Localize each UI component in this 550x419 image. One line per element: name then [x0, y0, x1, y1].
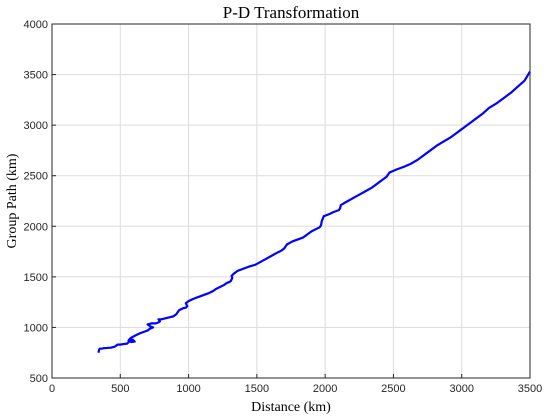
x-tick-label: 3500 [518, 383, 542, 395]
y-tick-label: 1500 [24, 272, 48, 284]
x-tick-label: 1000 [176, 383, 200, 395]
x-tick-label: 0 [49, 383, 55, 395]
y-tick-label: 500 [30, 373, 48, 385]
y-tick-label: 3500 [24, 70, 48, 82]
x-tick-label: 2500 [381, 383, 405, 395]
x-tick-label: 2000 [313, 383, 337, 395]
grid [51, 23, 531, 379]
axis-ticks: 0 500 1000 1500 2000 2500 3000 3500500100015002… [24, 19, 543, 395]
y-tick-label: 2000 [24, 221, 48, 233]
x-tick-label: 500 [111, 383, 129, 395]
y-tick-label: 3000 [24, 120, 48, 132]
chart-title: P-D Transformation [223, 3, 360, 22]
x-tick-label: 1500 [245, 383, 269, 395]
y-tick-label: 1000 [24, 322, 48, 334]
x-axis-label: Distance (km) [251, 400, 331, 415]
plot-area-frame [51, 23, 531, 379]
x-tick-label: 3000 [449, 383, 473, 395]
y-tick-label: 4000 [24, 19, 48, 31]
y-axis-label: Group Path (km) [5, 153, 20, 248]
series-line-group-path [97, 70, 531, 353]
y-tick-label: 2500 [24, 171, 48, 183]
